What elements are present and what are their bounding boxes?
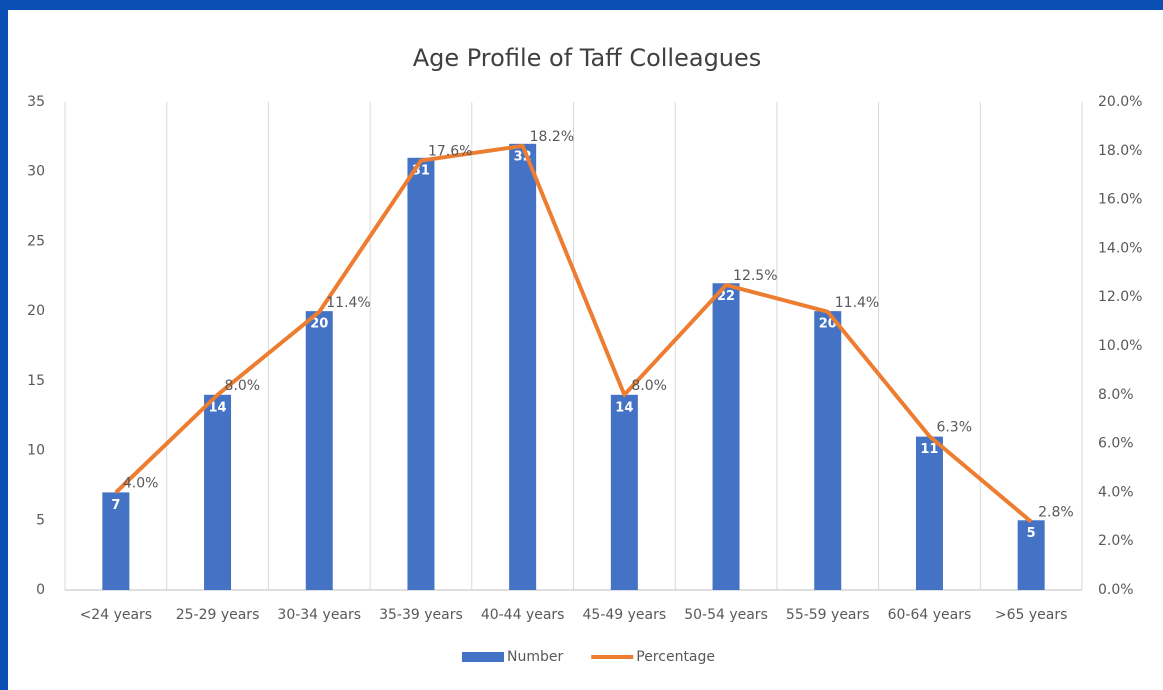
- y2-tick-label: 6.0%: [1098, 436, 1134, 452]
- y2-tick-label: 16.0%: [1098, 192, 1142, 208]
- y-tick-label: 15: [27, 373, 45, 389]
- line-value-label: 18.2%: [530, 129, 574, 145]
- x-tick-label: 35-39 years: [379, 607, 463, 623]
- chart-title: Age Profile of Taff Colleagues: [413, 44, 762, 72]
- y2-tick-label: 4.0%: [1098, 484, 1134, 500]
- y2-tick-label: 0.0%: [1098, 582, 1134, 598]
- bar-value-label: 20: [310, 317, 328, 332]
- x-tick-label: 60-64 years: [888, 607, 972, 623]
- bar-value-label: 14: [615, 400, 633, 415]
- x-tick-label: 50-54 years: [684, 607, 768, 623]
- line-value-label: 11.4%: [835, 295, 879, 311]
- y-tick-label: 20: [27, 303, 45, 319]
- y2-tick-label: 14.0%: [1098, 240, 1142, 256]
- y-tick-label: 35: [27, 94, 45, 110]
- x-tick-label: 30-34 years: [277, 607, 361, 623]
- bar: [712, 283, 740, 590]
- y-tick-label: 5: [36, 512, 45, 528]
- bar-value-label: 5: [1027, 526, 1036, 541]
- y-tick-label: 10: [27, 443, 45, 459]
- y-tick-label: 0: [36, 582, 45, 598]
- y2-tick-label: 10.0%: [1098, 338, 1142, 354]
- y2-tick-label: 12.0%: [1098, 289, 1142, 305]
- x-tick-label: 40-44 years: [481, 607, 565, 623]
- x-tick-label: 25-29 years: [176, 607, 260, 623]
- line-value-label: 12.5%: [733, 268, 777, 284]
- y-tick-label: 25: [27, 233, 45, 249]
- legend-label: Percentage: [636, 649, 715, 665]
- y2-tick-label: 8.0%: [1098, 387, 1134, 403]
- line-value-label: 4.0%: [123, 475, 159, 491]
- bar-value-label: 11: [920, 442, 938, 457]
- y2-tick-label: 2.0%: [1098, 533, 1134, 549]
- line-value-label: 11.4%: [326, 295, 370, 311]
- line-value-label: 6.3%: [936, 419, 972, 435]
- y2-tick-label: 18.0%: [1098, 143, 1142, 159]
- chart-background: [8, 10, 1163, 690]
- legend-swatch: [462, 652, 504, 662]
- bar-value-label: 14: [209, 400, 227, 415]
- bar: [204, 394, 232, 590]
- bar: [305, 311, 333, 590]
- line-value-label: 8.0%: [225, 378, 261, 394]
- line-value-label: 17.6%: [428, 144, 472, 160]
- bar: [509, 143, 537, 591]
- y-tick-label: 30: [27, 164, 45, 180]
- x-tick-label: <24 years: [80, 607, 153, 623]
- bar: [915, 436, 943, 590]
- legend-label: Number: [507, 649, 563, 665]
- y2-tick-label: 20.0%: [1098, 94, 1142, 110]
- bar-value-label: 7: [111, 498, 120, 513]
- line: [114, 143, 1033, 524]
- bar: [1017, 520, 1045, 590]
- x-tick-label: 55-59 years: [786, 607, 870, 623]
- line-value-label: 2.8%: [1038, 505, 1074, 521]
- x-tick-label: >65 years: [995, 607, 1068, 623]
- bar: [407, 157, 435, 590]
- line-value-label: 8.0%: [631, 378, 667, 394]
- bar: [814, 311, 842, 590]
- x-tick-label: 45-49 years: [583, 607, 667, 623]
- bar: [610, 394, 638, 590]
- bar: [102, 492, 130, 590]
